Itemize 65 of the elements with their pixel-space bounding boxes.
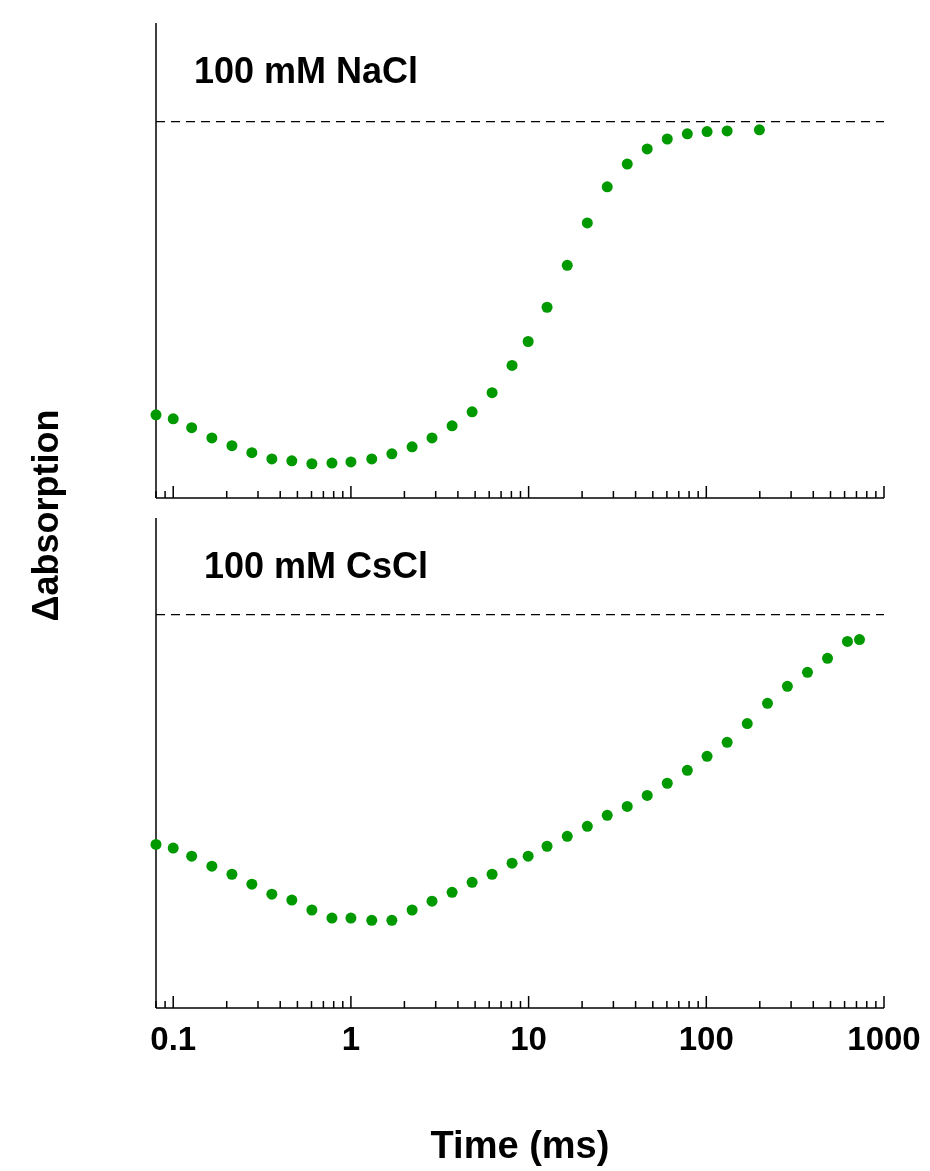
point xyxy=(406,441,418,453)
point xyxy=(561,830,573,842)
point xyxy=(541,301,553,313)
point xyxy=(822,652,834,664)
x-tick-label: 10 xyxy=(510,1020,547,1057)
point xyxy=(186,850,198,862)
point xyxy=(661,133,673,145)
point xyxy=(621,800,633,812)
point xyxy=(561,259,573,271)
point xyxy=(406,904,418,916)
point xyxy=(781,680,793,692)
point xyxy=(762,697,773,709)
point xyxy=(366,914,378,926)
point xyxy=(741,718,753,730)
point xyxy=(167,842,179,854)
point xyxy=(522,336,534,348)
x-tick-label: 100 xyxy=(678,1020,734,1057)
x-axis-title: Time (ms) xyxy=(430,1124,610,1166)
point xyxy=(226,440,238,452)
point xyxy=(581,217,593,229)
point xyxy=(661,777,673,789)
x-tick-label: 1 xyxy=(341,1020,361,1057)
point xyxy=(345,912,357,924)
point xyxy=(721,736,733,748)
point xyxy=(681,128,693,140)
point xyxy=(801,666,813,678)
point xyxy=(286,894,298,906)
point xyxy=(226,868,238,880)
point xyxy=(326,457,338,469)
point xyxy=(266,888,278,900)
point xyxy=(326,912,338,924)
point xyxy=(167,413,179,425)
point xyxy=(601,809,613,821)
point xyxy=(386,448,398,460)
y-axis-title: Δabsorption xyxy=(25,409,66,622)
text: 100 mM CsCl xyxy=(204,545,429,586)
x-tick-label: 1000 xyxy=(847,1020,921,1057)
point xyxy=(426,895,438,907)
point xyxy=(681,764,693,776)
point xyxy=(522,850,534,862)
point xyxy=(306,904,318,916)
point xyxy=(581,820,593,832)
point xyxy=(186,422,198,434)
point xyxy=(426,432,438,444)
point xyxy=(621,158,633,170)
point xyxy=(206,860,218,872)
point xyxy=(446,886,458,898)
point xyxy=(721,125,733,137)
point xyxy=(366,453,378,465)
point xyxy=(345,456,357,468)
point xyxy=(701,126,713,138)
point xyxy=(386,914,398,926)
x-tick-label: 0.1 xyxy=(150,1020,197,1057)
text: 100 mM NaCl xyxy=(194,50,419,91)
point xyxy=(701,750,713,762)
point xyxy=(601,181,613,193)
point xyxy=(266,453,278,465)
point xyxy=(246,878,258,890)
point xyxy=(246,447,258,459)
point xyxy=(841,635,853,647)
point xyxy=(641,789,653,801)
point xyxy=(206,432,218,444)
point xyxy=(306,458,318,470)
point xyxy=(286,455,298,467)
point xyxy=(641,143,653,155)
